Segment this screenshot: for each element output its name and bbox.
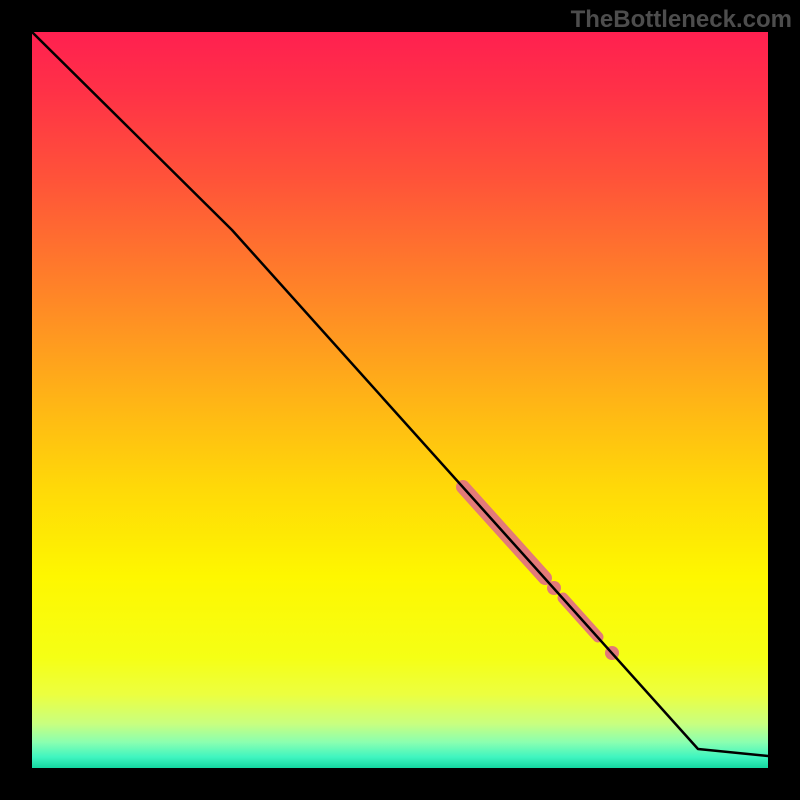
bottleneck-chart-svg — [0, 0, 800, 800]
chart-stage: TheBottleneck.com — [0, 0, 800, 800]
watermark-text: TheBottleneck.com — [571, 6, 792, 34]
